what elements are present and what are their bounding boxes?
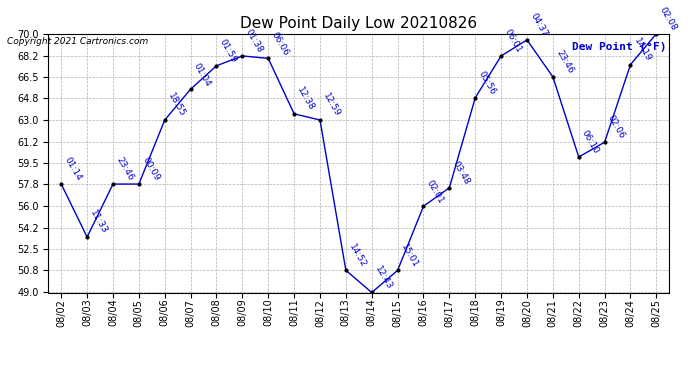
Text: 04:37: 04:37: [529, 12, 549, 39]
Text: 12:59: 12:59: [322, 92, 342, 118]
Text: 01:38: 01:38: [244, 28, 264, 54]
Text: 00:09: 00:09: [140, 156, 161, 183]
Text: 14:52: 14:52: [347, 242, 368, 269]
Text: 12:38: 12:38: [295, 86, 316, 112]
Text: 05:56: 05:56: [477, 69, 497, 96]
Text: Dew Point (°F): Dew Point (°F): [572, 42, 666, 51]
Text: 23:46: 23:46: [115, 156, 135, 183]
Text: 03:48: 03:48: [451, 160, 471, 186]
Text: 02:06: 02:06: [606, 114, 627, 141]
Text: 06:06: 06:06: [270, 30, 290, 57]
Text: 06:01: 06:01: [502, 28, 523, 54]
Text: Copyright 2021 Cartronics.com: Copyright 2021 Cartronics.com: [7, 38, 148, 46]
Text: 15:01: 15:01: [399, 242, 420, 269]
Title: Dew Point Daily Low 20210826: Dew Point Daily Low 20210826: [240, 16, 477, 31]
Text: 14:19: 14:19: [632, 36, 653, 63]
Text: 02:01: 02:01: [425, 178, 446, 205]
Text: 01:14: 01:14: [63, 156, 83, 183]
Text: 01:04: 01:04: [192, 61, 213, 88]
Text: 06:10: 06:10: [580, 129, 601, 156]
Text: 18:55: 18:55: [166, 92, 187, 118]
Text: 02:08: 02:08: [658, 6, 678, 32]
Text: 12:43: 12:43: [373, 264, 394, 291]
Text: 01:59: 01:59: [218, 38, 239, 64]
Text: 23:46: 23:46: [554, 49, 575, 75]
Text: 11:33: 11:33: [88, 209, 109, 236]
